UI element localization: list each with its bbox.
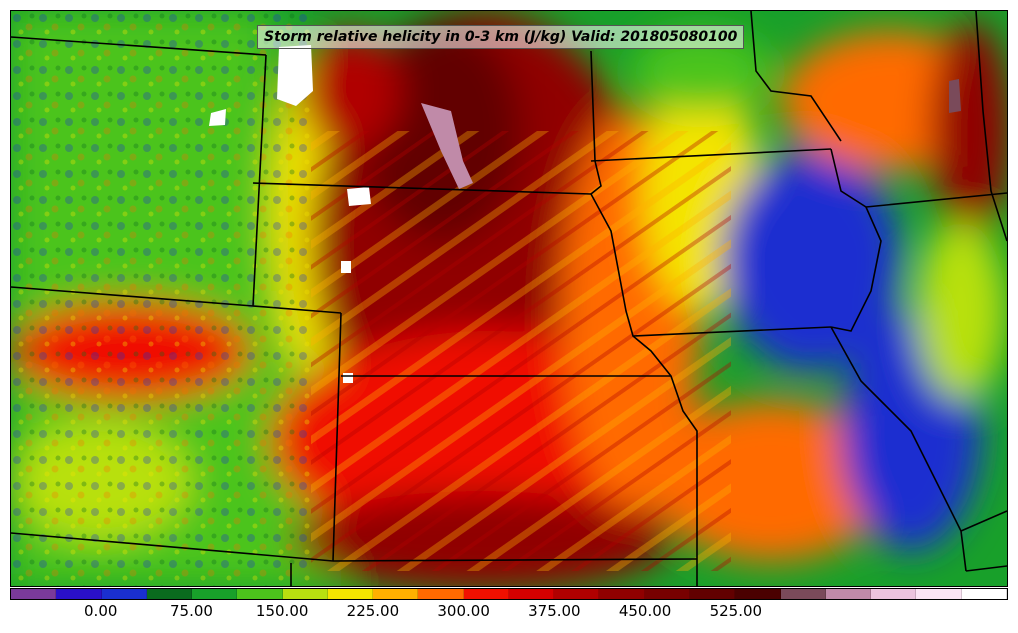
colorbar-segment (373, 589, 419, 599)
colorbar-segment (192, 589, 238, 599)
colorbar-segment (961, 589, 1007, 599)
max-value-patches (209, 45, 961, 383)
colorbar-segment (418, 589, 464, 599)
state-boundaries (11, 11, 1007, 586)
colorbar-tick-label: 225.00 (346, 602, 400, 620)
colorbar-segment (327, 589, 374, 599)
colorbar-segment (237, 589, 283, 599)
colorbar-segment (780, 589, 826, 599)
colorbar (10, 588, 1008, 600)
colorbar-segment (554, 589, 600, 599)
helicity-map: Storm relative helicity in 0-3 km (J/kg)… (10, 10, 1008, 587)
colorbar-tick-label: 450.00 (618, 602, 672, 620)
colorbar-segment (599, 589, 645, 599)
colorbar-segment (689, 589, 736, 599)
map-title: Storm relative helicity in 0-3 km (J/kg)… (257, 25, 745, 49)
colorbar-segment (508, 589, 555, 599)
colorbar-segment (871, 589, 917, 599)
colorbar-tick-label: 525.00 (709, 602, 763, 620)
colorbar-segment (282, 589, 328, 599)
map-canvas (11, 11, 1007, 586)
colorbar-segment (11, 589, 57, 599)
colorbar-tick-label: 375.00 (528, 602, 581, 620)
colorbar-tick-label: 150.00 (255, 602, 309, 620)
colorbar-tick-label: 300.00 (437, 602, 490, 620)
colorbar-segment (644, 589, 690, 599)
colorbar-segment (101, 589, 147, 599)
colorbar-ticks: 0.00 75.00 150.00 225.00 300.00 375.00 450.00 5… (10, 602, 1008, 626)
colorbar-segment (56, 589, 102, 599)
colorbar-segment (825, 589, 872, 599)
colorbar-segment (735, 589, 781, 599)
colorbar-segment (916, 589, 962, 599)
colorbar-segment (146, 589, 193, 599)
colorbar-tick-label: 0.00 (84, 602, 118, 620)
colorbar-segment (463, 589, 509, 599)
colorbar-tick-label: 75.00 (169, 602, 213, 620)
